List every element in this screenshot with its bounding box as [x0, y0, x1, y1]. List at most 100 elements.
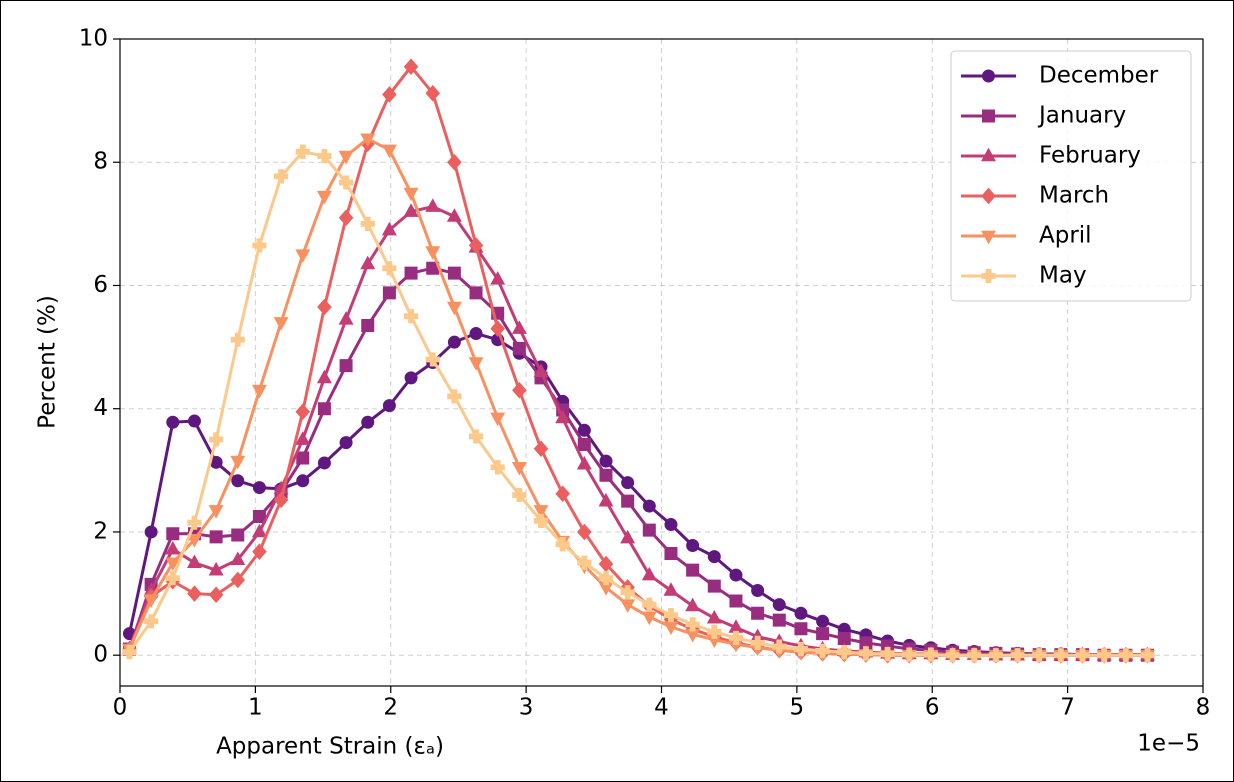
data-point [663, 608, 679, 623]
data-point [772, 598, 786, 612]
data-point [1097, 648, 1112, 663]
legend-marker [982, 109, 995, 123]
data-point [686, 539, 700, 553]
data-point [317, 298, 332, 316]
data-point [555, 537, 570, 552]
data-point [772, 639, 787, 654]
data-point [208, 505, 224, 519]
x-tick-label: 6 [925, 695, 940, 721]
data-point [447, 266, 461, 280]
data-point [273, 491, 289, 509]
data-point [360, 216, 375, 231]
data-point [339, 359, 353, 373]
data-point [816, 627, 830, 641]
data-point [641, 566, 657, 581]
data-point [577, 555, 592, 570]
x-tick-label: 0 [113, 695, 128, 721]
data-point [728, 630, 744, 646]
data-point [793, 641, 809, 657]
data-point [533, 440, 549, 458]
data-point [361, 415, 375, 429]
data-point [122, 645, 137, 660]
data-point [751, 583, 765, 597]
legend-marker [982, 69, 995, 83]
y-tick-label: 0 [93, 642, 108, 668]
data-point [511, 320, 527, 334]
data-point [447, 335, 461, 349]
data-point [381, 144, 397, 159]
x-tick-label: 8 [1196, 695, 1211, 721]
data-point [859, 636, 873, 650]
data-point [664, 547, 678, 561]
data-point [382, 399, 396, 413]
data-point [685, 597, 701, 612]
data-point [252, 543, 267, 560]
data-point [1053, 648, 1068, 663]
data-point [426, 261, 440, 275]
data-point [945, 648, 960, 663]
data-point [360, 255, 376, 270]
data-point [295, 249, 311, 263]
data-point [1075, 648, 1090, 663]
data-point [1140, 648, 1155, 663]
data-point [381, 221, 397, 236]
data-point [577, 437, 591, 451]
data-point [729, 594, 743, 608]
data-point [251, 384, 267, 399]
data-point [642, 523, 656, 537]
legend-label: March [1039, 183, 1109, 209]
y-tick-label: 10 [79, 26, 108, 52]
data-point [446, 301, 462, 316]
data-point [208, 561, 224, 576]
data-point [988, 648, 1003, 663]
data-point [338, 175, 354, 190]
data-point [468, 429, 484, 444]
data-point [165, 540, 181, 555]
data-point [512, 381, 527, 399]
data-point [750, 635, 765, 650]
data-point [490, 412, 506, 427]
data-point [577, 523, 592, 541]
data-point [339, 436, 353, 450]
data-point [685, 617, 700, 632]
data-point [208, 586, 224, 604]
data-point [143, 594, 159, 608]
data-point [165, 557, 181, 571]
data-point [273, 317, 289, 331]
data-point [382, 261, 397, 276]
legend-label: February [1039, 143, 1141, 169]
data-point [425, 352, 440, 367]
legend-marker [981, 187, 996, 205]
data-point [144, 525, 158, 539]
data-point [296, 474, 310, 488]
data-point [555, 409, 571, 424]
data-point [295, 431, 311, 445]
data-point [403, 58, 419, 75]
data-point [902, 647, 917, 662]
data-point [296, 451, 310, 465]
data-point [382, 86, 397, 103]
x-offset-label: 1e−5 [1137, 731, 1200, 757]
data-point [317, 402, 331, 416]
plot-frame [119, 38, 1204, 687]
data-point [187, 585, 202, 602]
data-point [404, 371, 418, 385]
data-point [794, 622, 808, 636]
data-point [490, 320, 505, 337]
legend-marker [981, 230, 996, 245]
data-point [230, 455, 246, 470]
y-axis-label: Percent (%) [35, 295, 61, 429]
data-point [469, 327, 483, 341]
data-point [425, 246, 441, 260]
data-point [880, 646, 895, 662]
data-point [512, 341, 526, 355]
x-tick-label: 3 [519, 695, 534, 721]
legend-box [950, 50, 1192, 302]
data-point [273, 169, 289, 184]
data-point [794, 606, 808, 620]
data-point [621, 476, 635, 490]
data-point [1118, 648, 1133, 663]
data-point [230, 571, 246, 589]
data-point [664, 518, 678, 532]
